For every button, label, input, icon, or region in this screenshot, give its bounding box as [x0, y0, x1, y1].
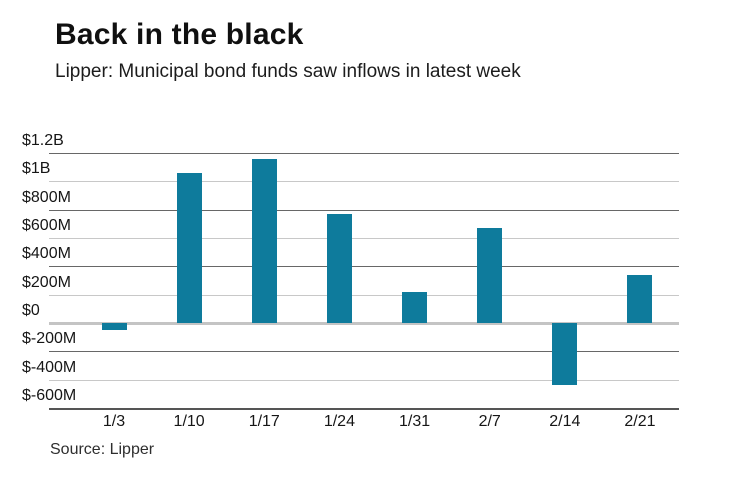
bar — [627, 274, 653, 323]
gridline — [49, 153, 679, 154]
chart-title: Back in the black — [55, 18, 304, 51]
gridline — [49, 294, 679, 296]
bar — [251, 158, 277, 323]
bar — [552, 323, 578, 386]
y-axis-label: $-600M — [22, 387, 77, 404]
bar — [326, 213, 352, 323]
x-axis-label: 1/24 — [323, 413, 355, 430]
gridline — [49, 209, 679, 211]
y-axis-label: $1.2B — [22, 132, 64, 149]
x-axis-label: 2/21 — [624, 413, 656, 430]
y-axis-label: $600M — [22, 217, 71, 234]
y-axis-label: $400M — [22, 245, 71, 263]
gridline — [49, 321, 679, 325]
y-axis-label: $1B — [22, 160, 51, 178]
y-axis-label: $0 — [22, 302, 40, 319]
x-axis-label: 1/17 — [248, 413, 280, 430]
gridline — [49, 379, 679, 381]
x-axis-label: 1/10 — [173, 413, 205, 430]
y-axis-label: $-200M — [22, 330, 77, 348]
gridline — [49, 351, 679, 353]
bar — [101, 323, 127, 331]
x-axis-label: 1/3 — [102, 413, 126, 430]
bar — [402, 291, 428, 323]
x-axis-label: 1/31 — [398, 413, 431, 430]
chart-subtitle: Lipper: Municipal bond funds saw inflows… — [55, 61, 521, 82]
gridline — [49, 181, 679, 183]
bar — [176, 172, 202, 323]
y-axis-label: $-400M — [22, 358, 77, 376]
x-axis-label: 2/7 — [478, 413, 501, 430]
gridline — [49, 408, 679, 410]
x-axis-label: 2/14 — [549, 413, 581, 430]
y-axis-label: $800M — [22, 188, 71, 206]
gridline — [49, 266, 679, 268]
gridline — [49, 238, 679, 239]
source-note: Source: Lipper — [50, 441, 155, 458]
y-axis-label: $200M — [22, 273, 71, 291]
bar — [477, 228, 503, 323]
